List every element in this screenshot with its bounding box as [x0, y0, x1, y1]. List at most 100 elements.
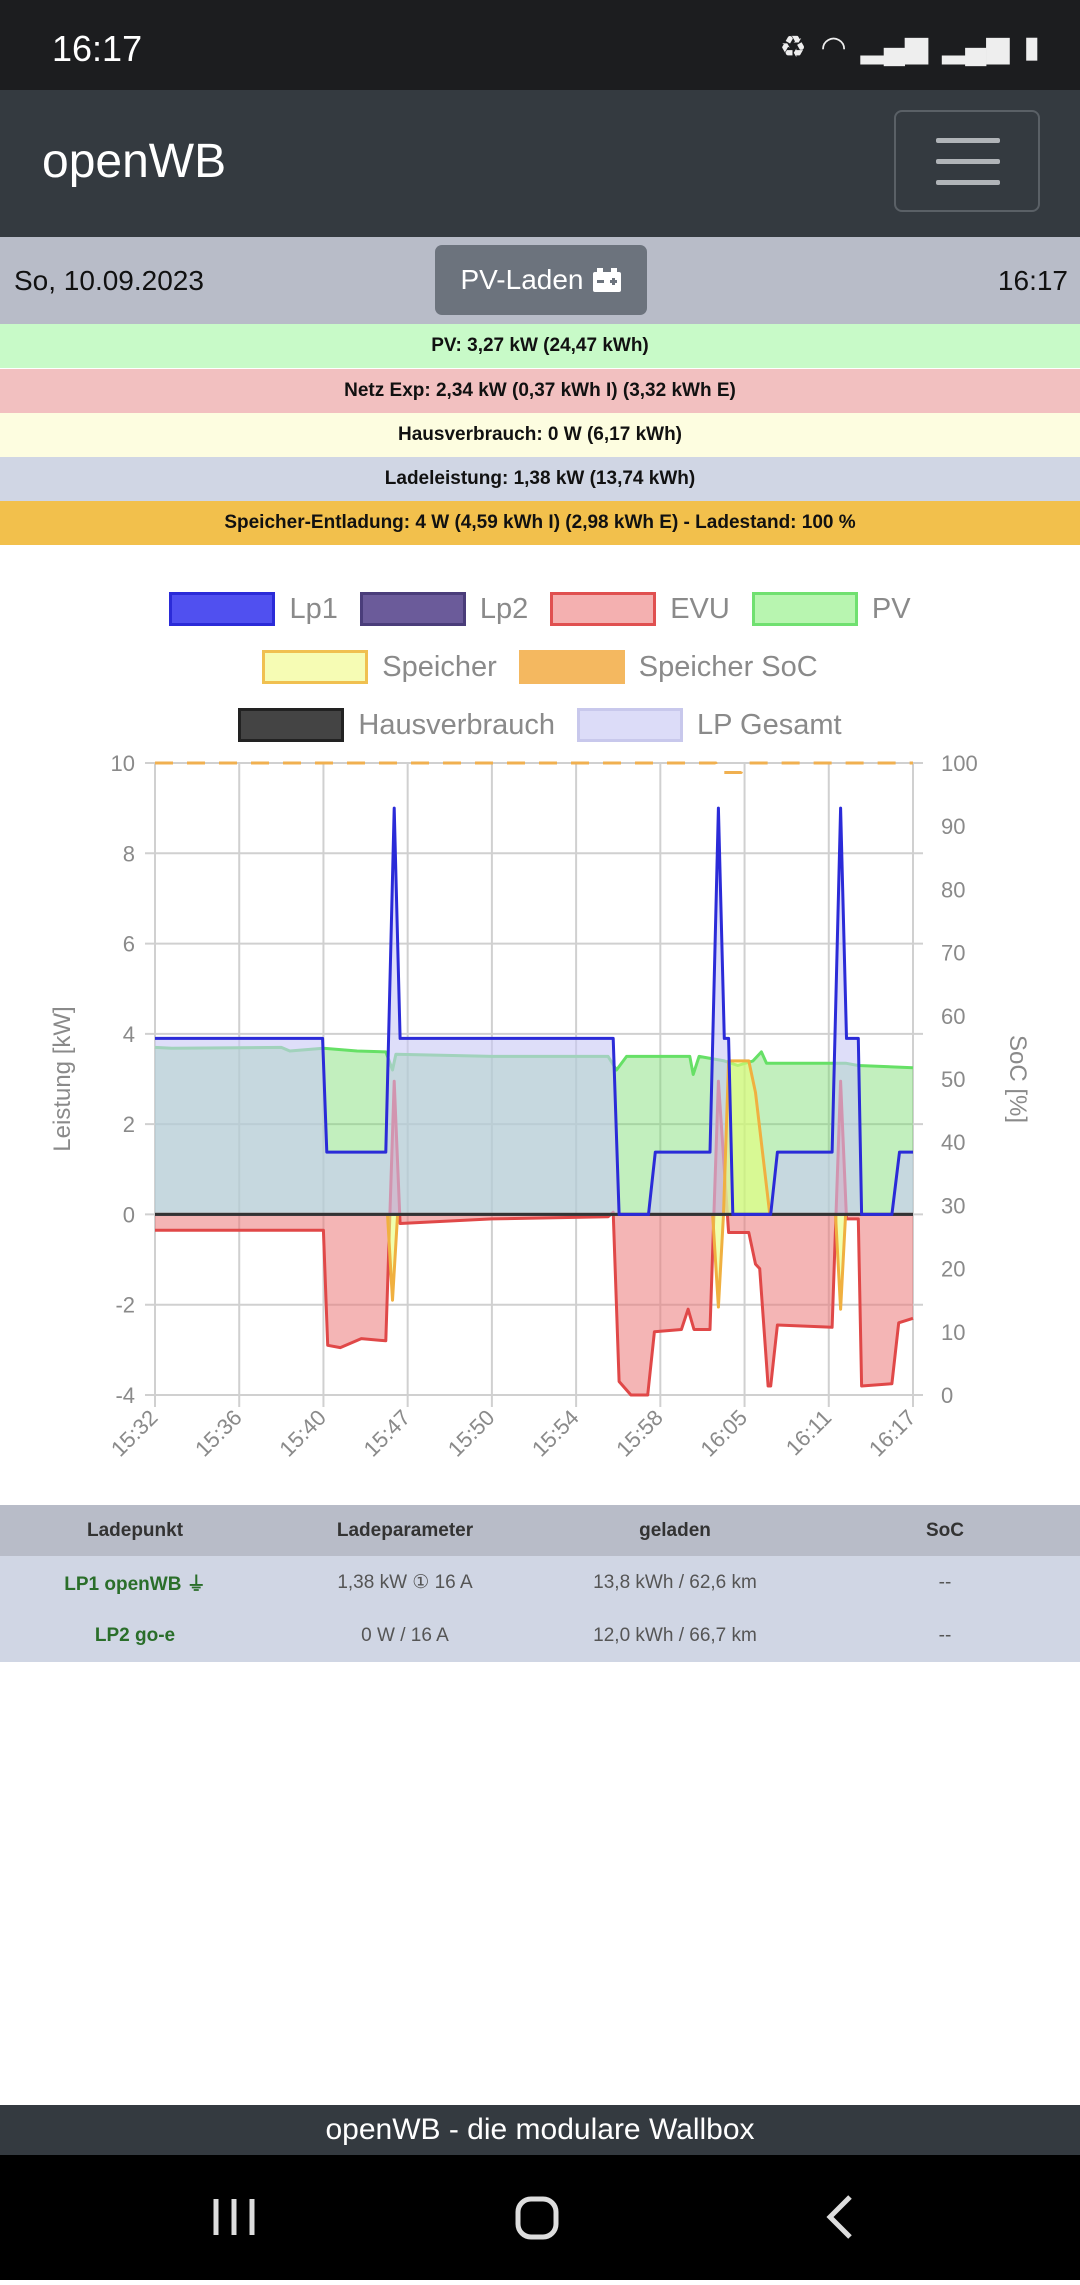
charged-energy: 12,0 kWh / 66,7 km: [593, 1624, 757, 1646]
y-tick-label: 6: [123, 932, 135, 957]
y-tick-label: 10: [111, 751, 135, 776]
legend-swatch: [518, 650, 625, 684]
series-fill-lp-gesamt: [155, 808, 913, 1215]
table-header: Ladepunkt Ladeparameter geladen SoC: [0, 1505, 1080, 1556]
y2-tick-label: 40: [941, 1130, 965, 1155]
table-row[interactable]: LP2 go-e 0 W / 16 A 12,0 kWh / 66,7 km -…: [0, 1609, 1080, 1662]
legend-swatch: [169, 592, 276, 626]
charge-points-table: Ladepunkt Ladeparameter geladen SoC LP1 …: [0, 1505, 1080, 1662]
brand-logo[interactable]: openWB: [42, 135, 227, 188]
time-label: 16:17: [997, 265, 1068, 296]
col-header: SoC: [926, 1519, 964, 1541]
charged-energy: 13,8 kWh / 62,6 km: [593, 1571, 757, 1593]
legend-row: Lp1 Lp2 EVU PV: [0, 580, 1080, 638]
legend-label: Lp2: [479, 592, 529, 625]
table-row[interactable]: LP1 openWB ⏚ 1,38 kW ① 16 A 13,8 kWh / 6…: [0, 1556, 1080, 1609]
signal-icon: ▂▄▆: [860, 31, 929, 64]
date-label: So, 10.09.2023: [14, 265, 204, 296]
x-tick-label: 15:40: [274, 1405, 331, 1462]
soc-value: --: [938, 1624, 952, 1646]
legend-label: Speicher SoC: [638, 650, 818, 683]
legend-item[interactable]: Speicher: [262, 650, 497, 684]
legend-item[interactable]: Hausverbrauch: [238, 708, 555, 742]
x-tick-label: 15:50: [443, 1405, 500, 1462]
charge-params: 0 W / 16 A: [361, 1624, 449, 1646]
legend-item[interactable]: LP Gesamt: [577, 708, 842, 742]
footer: openWB - die modulare Wallbox: [0, 2105, 1080, 2155]
col-header: Ladepunkt: [86, 1519, 184, 1541]
legend-label: EVU: [670, 592, 730, 625]
legend-item[interactable]: EVU: [550, 592, 730, 626]
signal-icon: ▂▄▆: [942, 31, 1010, 64]
x-tick-label: 15:36: [190, 1405, 247, 1462]
x-tick-label: 16:11: [781, 1405, 836, 1460]
x-tick-label: 15:58: [611, 1405, 668, 1462]
system-status-bar: 16:17 ♻ ◠ ▂▄▆ ▂▄▆ ▮: [0, 0, 1080, 90]
y2-tick-label: 80: [941, 877, 965, 902]
legend-item[interactable]: PV: [751, 592, 911, 626]
android-nav-bar: [0, 2155, 1080, 2280]
x-tick-label: 15:47: [359, 1405, 416, 1462]
battery-icon: ▮: [1023, 31, 1040, 64]
y-tick-label: 4: [123, 1022, 135, 1047]
wifi-icon: ◠: [820, 31, 847, 64]
y-tick-label: 2: [123, 1112, 135, 1137]
y2-tick-label: 70: [941, 941, 965, 966]
y-tick-label: -4: [115, 1383, 135, 1408]
menu-button[interactable]: [894, 110, 1040, 212]
legend-label: Hausverbrauch: [358, 708, 556, 741]
charge-params: 1,38 kW ① 16 A: [337, 1572, 473, 1593]
date-bar: So, 10.09.2023 PV-Laden 16:17: [0, 237, 1080, 324]
legend-item[interactable]: Speicher SoC: [518, 650, 818, 684]
app-header: openWB: [0, 90, 1080, 237]
y2-tick-label: 30: [941, 1193, 965, 1218]
legend-row: Speicher Speicher SoC: [0, 638, 1080, 696]
car-battery-icon: [592, 268, 621, 292]
legend-row: Hausverbrauch LP Gesamt: [0, 696, 1080, 754]
legend-swatch: [238, 708, 345, 742]
back-icon[interactable]: [826, 2195, 852, 2239]
grid-info: Netz Exp: 2,34 kW (0,37 kWh I) (3,32 kWh…: [0, 369, 1080, 413]
house-consumption-info: Hausverbrauch: 0 W (6,17 kWh): [0, 413, 1080, 457]
x-tick-label: 15:32: [106, 1405, 163, 1462]
legend-swatch: [262, 650, 369, 684]
hamburger-icon: [936, 138, 1000, 143]
recent-apps-icon[interactable]: [213, 2199, 255, 2235]
series-line-speicher-soc: [155, 761, 913, 774]
plug-icon: ⏚: [186, 1574, 206, 1595]
status-time: 16:17: [52, 28, 143, 69]
y2-tick-label: 50: [941, 1067, 965, 1092]
battery-saver-icon: ♻: [779, 31, 807, 64]
hamburger-icon-line: [936, 180, 1000, 185]
legend-swatch: [359, 592, 466, 626]
charge-mode-label: PV-Laden: [460, 264, 584, 295]
y2-tick-label: 100: [941, 751, 978, 776]
y-axis-title: Leistung [kW]: [49, 1006, 76, 1151]
legend-swatch: [751, 592, 858, 626]
chargepoint-name[interactable]: LP1 openWB ⏚: [0, 1569, 270, 1596]
y2-tick-label: 0: [941, 1383, 953, 1408]
legend-swatch: [550, 592, 657, 626]
pv-info: PV: 3,27 kW (24,47 kWh): [0, 324, 1080, 368]
charging-power-info: Ladeleistung: 1,38 kW (13,74 kWh): [0, 457, 1080, 501]
y2-tick-label: 90: [941, 814, 965, 839]
col-header: geladen: [639, 1519, 711, 1541]
x-tick-label: 16:17: [864, 1405, 921, 1462]
y-tick-label: 0: [123, 1202, 135, 1227]
chargepoint-name[interactable]: LP2 go-e: [94, 1624, 176, 1646]
hamburger-icon-line: [936, 159, 1000, 164]
y2-axis-title: SoC [%]: [1004, 1035, 1031, 1123]
legend-item[interactable]: Lp1: [169, 592, 338, 626]
series-line-lp1: [155, 806, 913, 1216]
y2-tick-label: 10: [941, 1320, 965, 1345]
y2-tick-label: 20: [941, 1257, 965, 1282]
charge-mode-button[interactable]: PV-Laden: [435, 245, 647, 315]
chart-legend: Lp1 Lp2 EVU PV Speicher Speicher SoC Hausverbr…: [0, 580, 1080, 754]
soc-value: --: [938, 1571, 952, 1593]
legend-label: Speicher: [382, 650, 497, 683]
home-icon[interactable]: [515, 2196, 559, 2240]
y-tick-label: 8: [123, 841, 135, 866]
col-header: Ladeparameter: [336, 1519, 474, 1541]
legend-item[interactable]: Lp2: [359, 592, 529, 626]
